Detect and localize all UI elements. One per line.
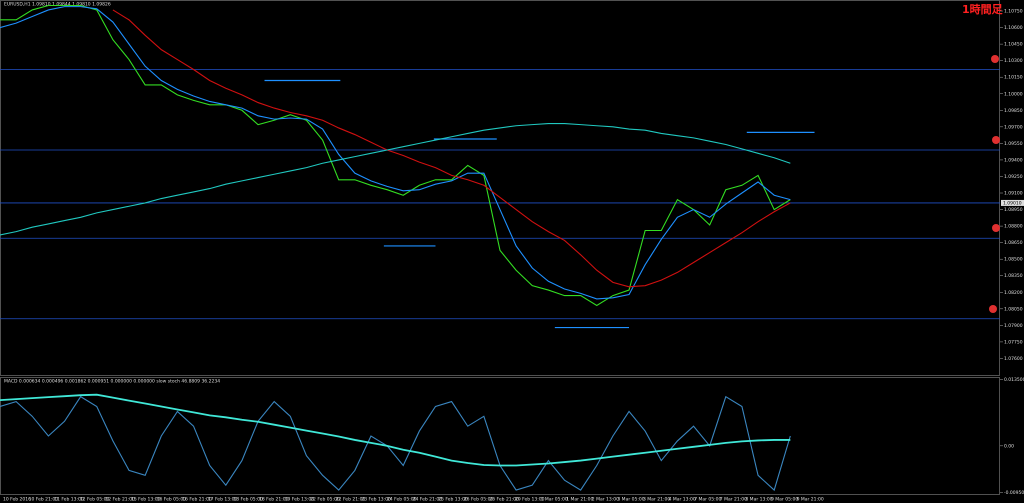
- x-tick-label: 12 Feb 05:00: [80, 497, 110, 503]
- x-tick-label: 7 Mar 05:00: [694, 497, 721, 503]
- y-tick-label: 1.09700: [1004, 124, 1023, 130]
- x-tick-label: 1 Mar 21:00: [566, 497, 593, 503]
- x-tick-label: 17 Feb 13:00: [208, 497, 238, 503]
- series-line: [0, 395, 791, 492]
- y-tick-label: 1.08200: [1004, 290, 1023, 296]
- x-tick-label: 24 Feb 21:00: [413, 497, 443, 503]
- y-tick-label: 1.10450: [1004, 42, 1023, 48]
- x-tick-label: 19 Feb 13:00: [285, 497, 315, 503]
- y-tick-label: 1.09400: [1004, 157, 1023, 163]
- marker: [992, 136, 1000, 144]
- indicator-title: MACD 0.000634 0.000496 0.001862 0.000951…: [4, 379, 220, 385]
- series-line: [0, 122, 791, 236]
- main-panel-frame: [0, 0, 1000, 376]
- y-tick-label: 1.09100: [1004, 191, 1023, 197]
- series-line: [0, 6, 791, 300]
- y-tick-label: 1.10300: [1004, 58, 1023, 64]
- x-tick-label: 8 Mar 13:00: [745, 497, 772, 503]
- y-tick-label: -0.009500: [1004, 490, 1024, 496]
- y-tick-label: 1.09550: [1004, 141, 1023, 147]
- y-tick-label: 1.08500: [1004, 257, 1023, 263]
- y-tick-label: 1.10000: [1004, 91, 1023, 97]
- y-tick-label: 1.09250: [1004, 174, 1023, 180]
- current-price-label: 1.09010: [1003, 200, 1022, 206]
- x-tick-label: 3 Mar 21:00: [643, 497, 670, 503]
- y-tick-label: 1.08950: [1004, 207, 1023, 213]
- y-tick-label: 1.10600: [1004, 25, 1023, 31]
- x-tick-label: 18 Feb 05:00: [233, 497, 263, 503]
- y-tick-label: 1.08650: [1004, 240, 1023, 246]
- x-tick-label: 16 Feb 21:00: [182, 497, 212, 503]
- y-tick-label: 1.10750: [1004, 9, 1023, 15]
- chart-title: EURUSD,H1 1.09810 1.09844 1.09810 1.0982…: [4, 2, 111, 8]
- x-tick-label: 7 Mar 21:00: [720, 497, 747, 503]
- x-tick-label: 15 Feb 13:00: [131, 497, 161, 503]
- y-tick-label: 1.07600: [1004, 356, 1023, 362]
- x-tick-label: 11 Feb 13:00: [54, 497, 84, 503]
- x-tick-label: 16 Feb 05:00: [157, 497, 187, 503]
- x-tick-label: 22 Feb 21:00: [336, 497, 366, 503]
- x-tick-label: 9 Mar 21:00: [797, 497, 824, 503]
- x-tick-label: 9 Mar 05:00: [771, 497, 798, 503]
- y-tick-label: 1.10150: [1004, 75, 1023, 81]
- timeframe-annotation: 1時間足: [962, 2, 1004, 16]
- marker: [991, 55, 999, 63]
- y-tick-label: 0.00: [1004, 443, 1014, 449]
- series-line: [0, 393, 791, 467]
- current-price-box: [1001, 199, 1024, 206]
- y-tick-label: 1.08050: [1004, 306, 1023, 312]
- x-tick-label: 1 Mar 05:00: [541, 497, 568, 503]
- x-tick-label: 10 Feb 2016: [3, 497, 31, 503]
- y-tick-label: 1.08800: [1004, 224, 1023, 230]
- sub-panel-frame: [0, 377, 1000, 495]
- y-tick-label: 0.013500: [1004, 377, 1024, 383]
- y-tick-label: 1.07900: [1004, 323, 1023, 329]
- x-tick-label: 2 Mar 13:00: [592, 497, 619, 503]
- series-line: [112, 9, 791, 288]
- x-tick-label: 12 Feb 21:00: [105, 497, 135, 503]
- x-tick-label: 18 Feb 21:00: [259, 497, 289, 503]
- y-tick-label: 1.07750: [1004, 339, 1023, 345]
- level-markers: [989, 55, 1000, 313]
- x-tick-label: 4 Mar 13:00: [669, 497, 696, 503]
- marker: [989, 305, 997, 313]
- y-tick-label: 1.09850: [1004, 108, 1023, 114]
- marker: [992, 224, 1000, 232]
- x-tick-label: 25 Feb 13:00: [438, 497, 468, 503]
- x-tick-label: 3 Mar 05:00: [617, 497, 644, 503]
- x-tick-label: 26 Feb 05:00: [464, 497, 494, 503]
- x-tick-label: 23 Feb 13:00: [361, 497, 391, 503]
- x-tick-label: 10 Feb 21:00: [29, 497, 59, 503]
- series-line: [0, 4, 791, 307]
- x-tick-label: 26 Feb 21:00: [489, 497, 519, 503]
- y-tick-label: 1.08350: [1004, 273, 1023, 279]
- x-tick-label: 22 Feb 05:00: [310, 497, 340, 503]
- x-tick-label: 29 Feb 13:00: [515, 497, 545, 503]
- x-tick-label: 24 Feb 05:00: [387, 497, 417, 503]
